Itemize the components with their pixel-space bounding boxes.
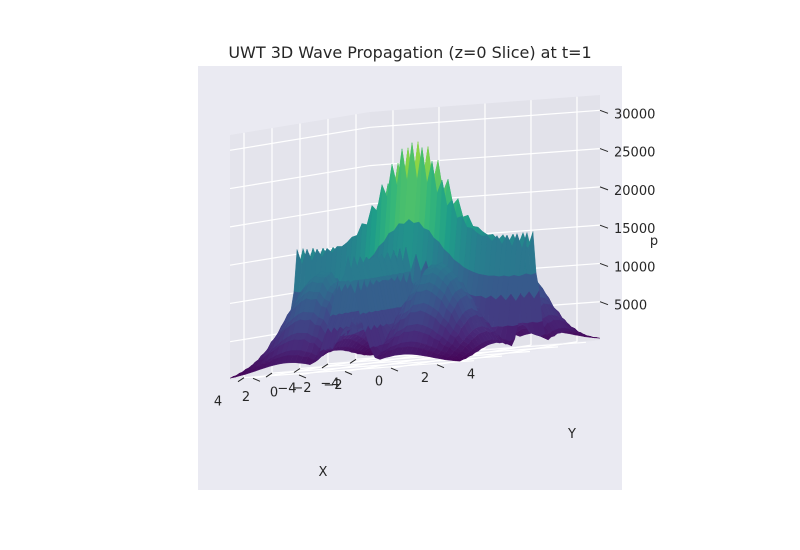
y-tick-mark: [252, 377, 261, 382]
z-tick-label: 5000: [614, 299, 647, 314]
z-tick-label: 20000: [614, 184, 655, 199]
z-tick-mark: [599, 109, 609, 114]
y-tick-label: −2: [323, 378, 342, 393]
z-tick-label: 25000: [614, 146, 655, 161]
z-tick-mark: [599, 224, 609, 229]
z-tick-label: 10000: [614, 260, 655, 275]
surface-patch: [229, 375, 239, 379]
y-tick-label: −4: [277, 381, 296, 396]
y-tick-mark: [390, 367, 399, 372]
y-tick-label: 4: [467, 368, 475, 383]
gridline-z: [229, 203, 371, 228]
x-tick-mark: [293, 368, 301, 373]
chart-title: UWT 3D Wave Propagation (z=0 Slice) at t…: [228, 43, 591, 62]
gridline-z: [229, 126, 371, 151]
x-tick-label: −2: [292, 381, 311, 396]
y-tick-mark: [436, 364, 445, 369]
z-tick-label: 30000: [614, 107, 655, 122]
x-axis-label: X: [319, 465, 328, 480]
surface-mesh: [229, 141, 601, 379]
z-tick-label: 15000: [614, 222, 655, 237]
x-tick-mark: [237, 377, 245, 383]
x-tick-label: 0: [270, 386, 278, 401]
z-axis-label: p: [650, 234, 658, 249]
y-tick-mark: [298, 374, 307, 379]
y-tick-mark: [344, 371, 353, 375]
gridline-y-floor: [298, 351, 440, 376]
x-tick-mark: [265, 372, 273, 378]
y-tick-label: 2: [421, 371, 429, 386]
x-tick-mark: [349, 358, 357, 364]
x-tick-label: 2: [242, 390, 250, 405]
gridline-z: [229, 165, 371, 190]
z-tick-mark: [599, 148, 609, 153]
y-axis-label: Y: [567, 427, 576, 442]
z-tick-mark: [599, 301, 609, 306]
x-tick-label: −4: [320, 376, 339, 391]
x-tick-mark: [321, 363, 329, 369]
gridline-z: [369, 109, 601, 128]
z-tick-mark: [599, 262, 609, 267]
z-tick-mark: [599, 186, 609, 191]
x-tick-label: 4: [214, 395, 222, 410]
y-tick-label: 0: [375, 375, 383, 390]
